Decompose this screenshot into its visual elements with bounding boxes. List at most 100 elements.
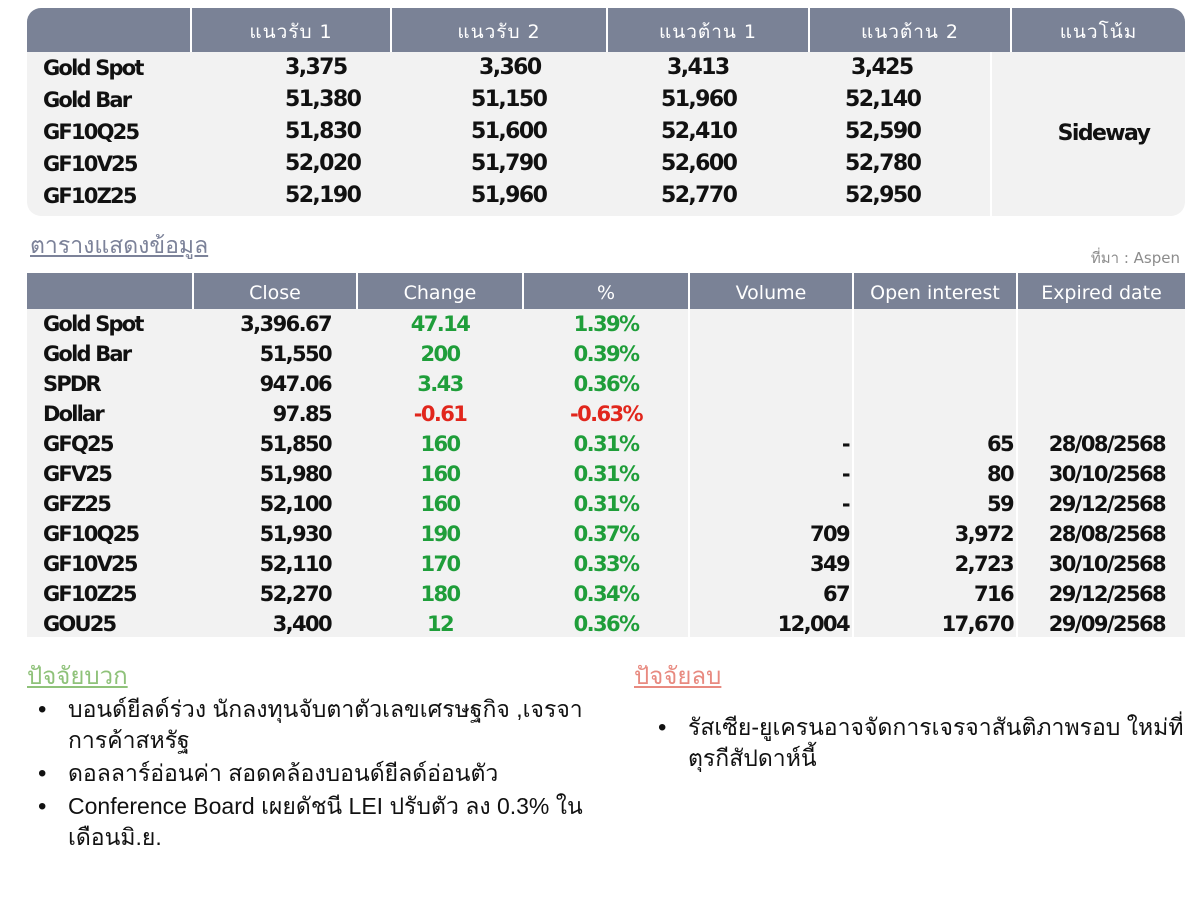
column-divider bbox=[390, 8, 392, 52]
change-value: 200 bbox=[420, 342, 461, 366]
row-name: GFV25 bbox=[43, 462, 113, 486]
list-item: รัสเซีย-ยูเครนอาจจัดการเจรจาสันติภาพรอบ … bbox=[650, 712, 1190, 774]
column-divider bbox=[192, 273, 194, 309]
source-label: ที่มา : Aspen bbox=[1090, 249, 1180, 267]
close-value: 3,396.67 bbox=[240, 312, 332, 336]
change-value: 170 bbox=[420, 552, 461, 576]
percent-value: 0.31% bbox=[573, 432, 640, 456]
list-item: บอนด์ยีลด์ร่วง นักลงทุนจับตาตัวเลขเศรษฐก… bbox=[30, 694, 590, 756]
table-row: GF10Z25 52,190 51,960 52,770 52,950 bbox=[27, 180, 1185, 212]
table-row: GF10Z25 52,270 180 0.34% 67 716 29/12/2568 bbox=[27, 579, 1185, 609]
negative-factors-title: ปัจจัยลบ bbox=[634, 662, 722, 690]
column-divider bbox=[1010, 8, 1012, 52]
header-open-interest: Open interest bbox=[870, 282, 1000, 304]
table-row: Dollar 97.85 -0.61 -0.63% bbox=[27, 399, 1185, 429]
close-value: 51,980 bbox=[259, 462, 333, 486]
resistance-2-value: 52,140 bbox=[845, 87, 922, 112]
close-value: 52,110 bbox=[259, 552, 333, 576]
change-value: -0.61 bbox=[413, 402, 468, 426]
row-name: Gold Spot bbox=[43, 312, 144, 336]
row-name: GF10Z25 bbox=[43, 582, 137, 606]
row-name: GF10V25 bbox=[43, 552, 138, 576]
resistance-2-value: 52,590 bbox=[845, 119, 922, 144]
positive-factors-list: บอนด์ยีลด์ร่วง นักลงทุนจับตาตัวเลขเศรษฐก… bbox=[30, 694, 590, 855]
row-name: SPDR bbox=[43, 372, 102, 396]
column-divider bbox=[190, 8, 192, 52]
change-value: 190 bbox=[420, 522, 461, 546]
row-name: GFZ25 bbox=[43, 492, 112, 516]
resistance-1-value: 52,600 bbox=[661, 151, 738, 176]
support-1-value: 52,190 bbox=[285, 183, 362, 208]
volume-value: - bbox=[841, 492, 851, 516]
support-1-value: 51,830 bbox=[285, 119, 362, 144]
table-row: GF10V25 52,020 51,790 52,600 52,780 bbox=[27, 148, 1185, 180]
close-value: 51,850 bbox=[259, 432, 333, 456]
column-divider bbox=[1016, 273, 1018, 309]
change-value: 160 bbox=[420, 432, 461, 456]
resistance-1-value: 52,770 bbox=[661, 183, 738, 208]
support-table-header: แนวรับ 1 แนวรับ 2 แนวต้าน 1 แนวต้าน 2 แน… bbox=[27, 8, 1185, 52]
expired-date-value: 29/12/2568 bbox=[1048, 492, 1167, 516]
header-resistance-2: แนวต้าน 2 bbox=[860, 21, 960, 43]
column-divider bbox=[522, 273, 524, 309]
positive-factors-title: ปัจจัยบวก bbox=[27, 662, 128, 690]
percent-value: 0.37% bbox=[573, 522, 640, 546]
expired-date-value: 29/12/2568 bbox=[1048, 582, 1167, 606]
market-data-table: Close Change % Volume Open interest Expi… bbox=[27, 273, 1185, 637]
row-name: GFQ25 bbox=[43, 432, 114, 456]
row-name: GF10Z25 bbox=[43, 184, 137, 208]
expired-date-value: 30/10/2568 bbox=[1048, 552, 1167, 576]
table-row: Gold Bar 51,380 51,150 51,960 52,140 bbox=[27, 84, 1185, 116]
table-row: SPDR 947.06 3.43 0.36% bbox=[27, 369, 1185, 399]
column-divider bbox=[688, 273, 690, 309]
open-interest-value: 2,723 bbox=[954, 552, 1015, 576]
header-change: Change bbox=[403, 282, 477, 304]
resistance-2-value: 52,780 bbox=[845, 151, 922, 176]
table-row: GF10V25 52,110 170 0.33% 349 2,723 30/10/2568 bbox=[27, 549, 1185, 579]
percent-value: 0.34% bbox=[573, 582, 640, 606]
header-volume: Volume bbox=[735, 282, 807, 304]
row-name: GF10Q25 bbox=[43, 522, 140, 546]
header-resistance-1: แนวต้าน 1 bbox=[658, 21, 758, 43]
column-divider bbox=[808, 8, 810, 52]
change-value: 12 bbox=[426, 612, 455, 636]
open-interest-value: 716 bbox=[973, 582, 1015, 606]
support-2-value: 51,600 bbox=[471, 119, 548, 144]
close-value: 52,100 bbox=[259, 492, 333, 516]
open-interest-value: 59 bbox=[986, 492, 1015, 516]
percent-value: 0.36% bbox=[573, 612, 640, 636]
resistance-1-value: 51,960 bbox=[661, 87, 738, 112]
change-value: 180 bbox=[420, 582, 461, 606]
expired-date-value: 28/08/2568 bbox=[1048, 432, 1167, 456]
close-value: 97.85 bbox=[272, 402, 333, 426]
table-row: GF10Q25 51,930 190 0.37% 709 3,972 28/08/2568 bbox=[27, 519, 1185, 549]
support-resistance-table: แนวรับ 1 แนวรับ 2 แนวต้าน 1 แนวต้าน 2 แน… bbox=[27, 8, 1185, 216]
row-name: Gold Bar bbox=[43, 88, 132, 112]
close-value: 52,270 bbox=[259, 582, 333, 606]
table-row: Gold Bar 51,550 200 0.39% bbox=[27, 339, 1185, 369]
expired-date-value: 29/09/2568 bbox=[1048, 612, 1167, 636]
data-table-header: Close Change % Volume Open interest Expi… bbox=[27, 273, 1185, 309]
volume-value: - bbox=[841, 432, 851, 456]
expired-date-value: 30/10/2568 bbox=[1048, 462, 1167, 486]
row-name: GF10V25 bbox=[43, 152, 138, 176]
row-name: GF10Q25 bbox=[43, 120, 140, 144]
list-item: ดอลลาร์อ่อนค่า สอดคล้องบอนด์ยีลด์อ่อนตัว bbox=[30, 758, 590, 789]
support-1-value: 52,020 bbox=[285, 151, 362, 176]
column-divider bbox=[852, 273, 854, 309]
change-value: 3.43 bbox=[417, 372, 464, 396]
open-interest-value: 3,972 bbox=[954, 522, 1015, 546]
percent-value: -0.63% bbox=[570, 402, 644, 426]
percent-value: 0.31% bbox=[573, 462, 640, 486]
column-divider bbox=[356, 273, 358, 309]
resistance-2-value: 52,950 bbox=[845, 183, 922, 208]
change-value: 47.14 bbox=[410, 312, 471, 336]
close-value: 51,930 bbox=[259, 522, 333, 546]
support-1-value: 51,380 bbox=[285, 87, 362, 112]
table-row: GFV25 51,980 160 0.31% - 80 30/10/2568 bbox=[27, 459, 1185, 489]
column-divider bbox=[1016, 309, 1018, 637]
volume-value: 709 bbox=[809, 522, 851, 546]
change-value: 160 bbox=[420, 492, 461, 516]
volume-value: 67 bbox=[822, 582, 851, 606]
table-row: GOU25 3,400 12 0.36% 12,004 17,670 29/09/2568 bbox=[27, 609, 1185, 637]
